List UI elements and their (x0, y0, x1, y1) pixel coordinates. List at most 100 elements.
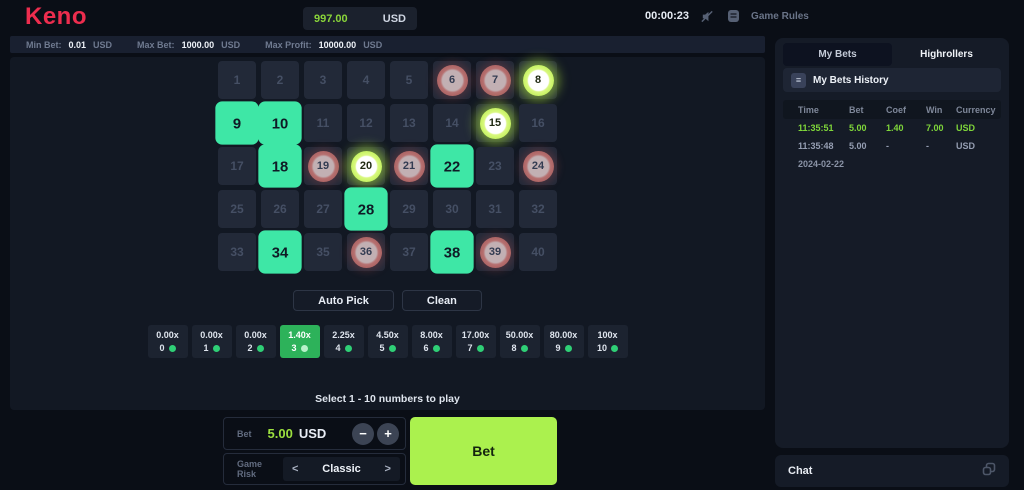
max-profit-unit: USD (363, 39, 383, 50)
payout-multiplier: 0.00x (200, 330, 223, 340)
keno-cell-7[interactable]: 7 (476, 61, 514, 99)
miss-ball: 24 (522, 150, 554, 182)
keno-cell-21[interactable]: 21 (390, 147, 428, 185)
min-bet-value: 0.01 (68, 39, 87, 50)
tab-my-bets[interactable]: My Bets (783, 43, 892, 66)
hit-ball: 8 (522, 64, 554, 96)
keno-cell-19[interactable]: 19 (304, 147, 342, 185)
keno-cell-2[interactable]: 2 (261, 61, 299, 99)
keno-cell-34[interactable]: 34 (258, 230, 302, 274)
keno-cell-13[interactable]: 13 (390, 104, 428, 142)
keno-cell-32[interactable]: 32 (519, 190, 557, 228)
keno-cell-14[interactable]: 14 (433, 104, 471, 142)
keno-cell-16[interactable]: 16 (519, 104, 557, 142)
game-risk-value: Classic (322, 463, 361, 475)
bet-amount-value[interactable]: 5.00 (267, 426, 293, 441)
bets-table-body: 11:35:51 5.00 1.40 7.00 USD 11:35:48 5.00- - USD (783, 119, 1001, 155)
keno-cell-24[interactable]: 24 (519, 147, 557, 185)
bets-table: Time Bet Coef Win Currency 11:35:51 5.00 1.40 7… (783, 100, 1001, 173)
payout-multiplier: 1.40x (288, 330, 311, 340)
keno-cell-11[interactable]: 11 (304, 104, 342, 142)
risk-prev-icon[interactable]: < (292, 463, 299, 475)
keno-cell-12[interactable]: 12 (347, 104, 385, 142)
min-bet-unit: USD (93, 39, 113, 50)
hit-dot-icon (212, 344, 220, 352)
keno-cell-33[interactable]: 33 (218, 233, 256, 271)
hit-dot-icon (432, 344, 440, 352)
keno-cell-9[interactable]: 9 (215, 101, 259, 145)
keno-cell-38[interactable]: 38 (430, 230, 474, 274)
miss-ball: 21 (393, 150, 425, 182)
keno-cell-8[interactable]: 8 (519, 61, 557, 99)
game-rules-icon[interactable] (725, 8, 741, 24)
board-actions: Auto Pick Clean (10, 290, 765, 311)
payout-hits: 6 (423, 343, 440, 353)
hit-dot-icon (300, 344, 308, 352)
payout-hits: 2 (247, 343, 264, 353)
keno-cell-31[interactable]: 31 (476, 190, 514, 228)
hit-dot-icon (168, 344, 176, 352)
sound-muted-icon[interactable] (699, 8, 715, 24)
keno-cell-6[interactable]: 6 (433, 61, 471, 99)
balance-display: 997.00 USD (303, 7, 417, 30)
chat-expand-icon (982, 462, 996, 481)
history-list-icon: ≡ (791, 72, 806, 88)
table-header-coef: Coef (886, 104, 906, 115)
keno-cell-23[interactable]: 23 (476, 147, 514, 185)
keno-cell-15[interactable]: 15 (476, 104, 514, 142)
bet-decrease-button[interactable]: − (352, 422, 374, 445)
keno-cell-25[interactable]: 25 (218, 190, 256, 228)
payout-tile-4: 2.25x 4 (323, 325, 364, 358)
game-risk-select[interactable]: < Classic > (283, 457, 400, 481)
keno-cell-28[interactable]: 28 (344, 187, 388, 231)
bets-date-row: 2024-02-22 (798, 159, 845, 169)
keno-cell-1[interactable]: 1 (218, 61, 256, 99)
chat-bar[interactable]: Chat (775, 455, 1009, 487)
keno-cell-27[interactable]: 27 (304, 190, 342, 228)
hit-dot-icon (388, 344, 396, 352)
keno-cell-17[interactable]: 17 (218, 147, 256, 185)
table-header-bet: Bet (849, 104, 864, 115)
bet-history-row: 11:35:48 5.00- - USD (798, 141, 976, 151)
keno-cell-35[interactable]: 35 (304, 233, 342, 271)
table-header-time: Time (798, 104, 819, 115)
max-bet-unit: USD (221, 39, 241, 50)
keno-cell-22[interactable]: 22 (430, 144, 474, 188)
payout-hits: 9 (555, 343, 572, 353)
table-header-currency: Currency (956, 104, 996, 115)
bet-button[interactable]: Bet (410, 417, 557, 485)
keno-cell-3[interactable]: 3 (304, 61, 342, 99)
tab-highrollers[interactable]: Highrollers (920, 49, 973, 60)
keno-cell-39[interactable]: 39 (476, 233, 514, 271)
bet-history-row: 11:35:51 5.00 1.40 7.00 USD (798, 123, 976, 133)
auto-pick-button[interactable]: Auto Pick (293, 290, 394, 311)
keno-cell-18[interactable]: 18 (258, 144, 302, 188)
clean-button[interactable]: Clean (401, 290, 482, 311)
game-risk-box: Game Risk < Classic > (223, 453, 406, 485)
keno-cell-30[interactable]: 30 (433, 190, 471, 228)
keno-cell-37[interactable]: 37 (390, 233, 428, 271)
risk-next-icon[interactable]: > (384, 463, 391, 475)
keno-cell-40[interactable]: 40 (519, 233, 557, 271)
balance-amount: 997.00 (314, 12, 348, 25)
keno-cell-26[interactable]: 26 (261, 190, 299, 228)
payout-hits: 7 (467, 343, 484, 353)
hit-dot-icon (344, 344, 352, 352)
bet-increase-button[interactable]: + (377, 422, 399, 445)
keno-cell-20[interactable]: 20 (347, 147, 385, 185)
payout-hits: 0 (159, 343, 176, 353)
keno-cell-10[interactable]: 10 (258, 101, 302, 145)
game-rules-link[interactable]: Game Rules (751, 10, 809, 22)
payout-hits: 5 (379, 343, 396, 353)
payout-tile-5: 4.50x 5 (367, 325, 408, 358)
keno-cell-29[interactable]: 29 (390, 190, 428, 228)
keno-cell-36[interactable]: 36 (347, 233, 385, 271)
hit-dot-icon (520, 344, 528, 352)
miss-ball: 36 (350, 236, 382, 268)
keno-cell-4[interactable]: 4 (347, 61, 385, 99)
keno-cell-5[interactable]: 5 (390, 61, 428, 99)
header-right-group: 00:00:23 Game Rules (645, 0, 809, 32)
bet-amount-box: Bet 5.00 USD − + (223, 417, 406, 450)
payout-hits: 1 (203, 343, 220, 353)
payout-tile-0: 0.00x 0 (147, 325, 188, 358)
